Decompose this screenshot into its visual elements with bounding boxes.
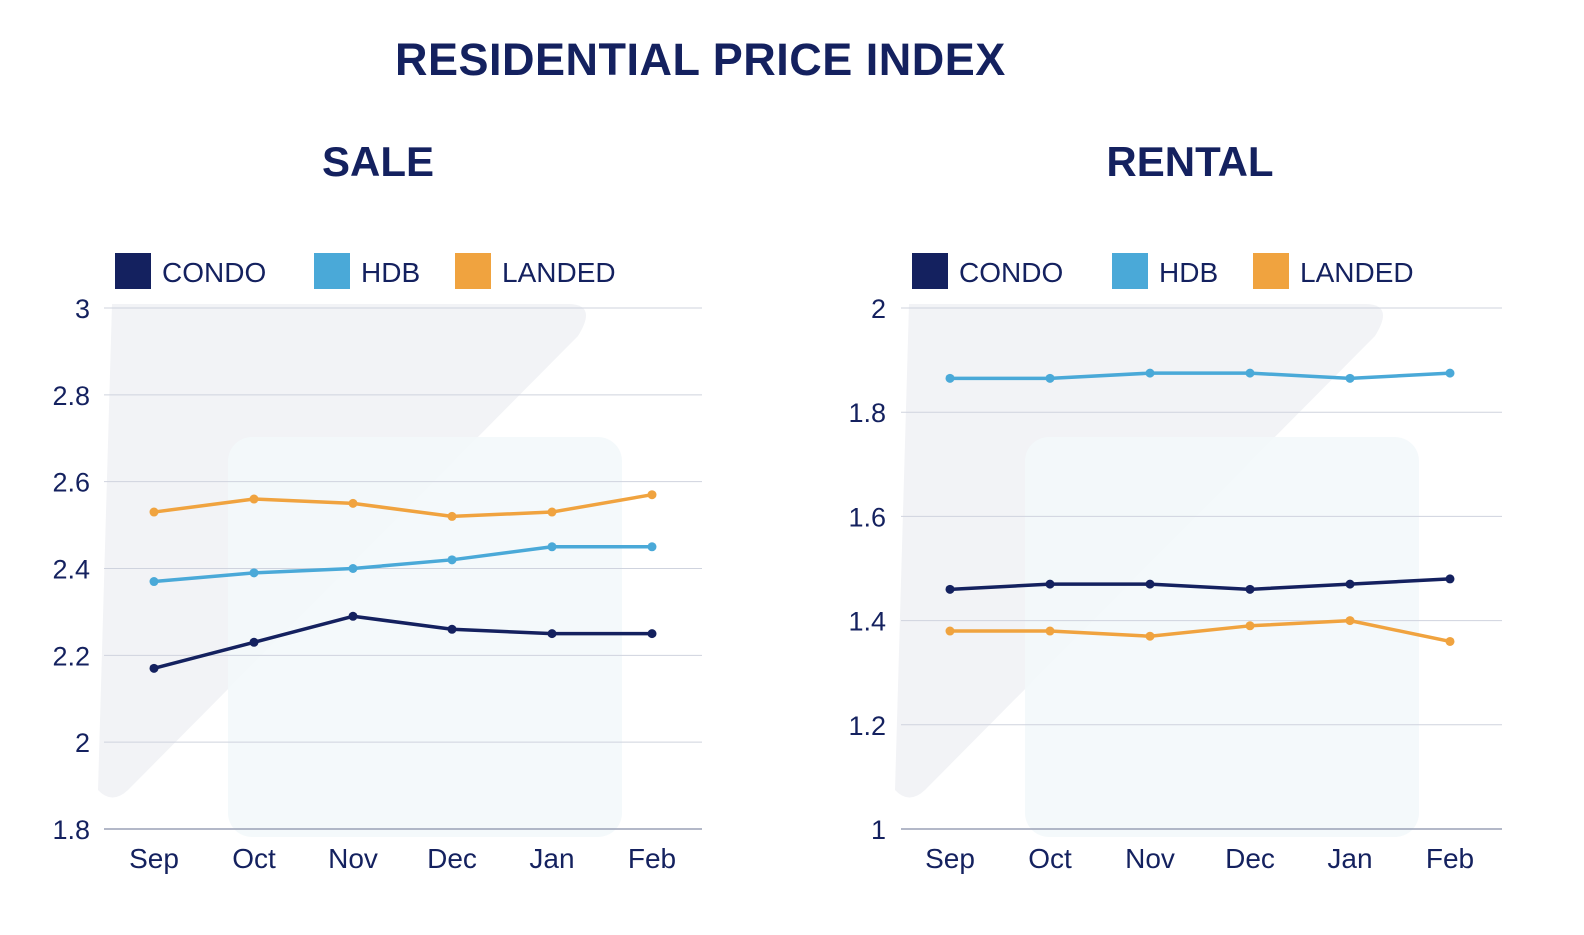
data-point-condo bbox=[1345, 579, 1355, 589]
x-tick-label: Oct bbox=[232, 843, 276, 874]
data-point-hdb bbox=[1345, 373, 1355, 383]
series-line-landed bbox=[152, 492, 654, 519]
legend-label-landed: LANDED bbox=[1300, 257, 1414, 288]
data-point-landed bbox=[1145, 631, 1155, 641]
y-tick-label: 2.4 bbox=[52, 555, 90, 585]
x-tick-label: Feb bbox=[1426, 843, 1474, 874]
data-point-condo bbox=[249, 637, 259, 647]
legend-swatch-landed bbox=[1253, 253, 1289, 289]
y-tick-label: 3 bbox=[75, 294, 90, 324]
legend-swatch-hdb bbox=[314, 253, 350, 289]
series-line-condo bbox=[152, 614, 654, 671]
data-point-condo bbox=[1245, 584, 1255, 594]
x-tick-label: Jan bbox=[529, 843, 574, 874]
legend-swatch-hdb bbox=[1112, 253, 1148, 289]
y-tick-label: 1.2 bbox=[848, 711, 886, 741]
legend-swatch-condo bbox=[115, 253, 151, 289]
legend-label-hdb: HDB bbox=[361, 257, 420, 288]
data-point-hdb bbox=[447, 555, 457, 565]
chart-title: SALE bbox=[322, 138, 434, 185]
data-point-hdb bbox=[1145, 368, 1155, 378]
x-tick-label: Sep bbox=[925, 843, 975, 874]
data-point-hdb bbox=[945, 373, 955, 383]
data-point-condo bbox=[447, 624, 457, 634]
chart-rental: RENTAL 1 1.2 1.4 1.6 1.8 2 Sep Oct Nov Dec Jan Feb CO… bbox=[848, 138, 1502, 874]
data-point-landed bbox=[1345, 616, 1355, 626]
data-point-hdb bbox=[1445, 368, 1455, 378]
data-point-landed bbox=[348, 498, 358, 508]
data-point-landed bbox=[1445, 636, 1455, 646]
data-point-condo bbox=[149, 663, 159, 673]
legend-label-landed: LANDED bbox=[502, 257, 616, 288]
series-line-condo bbox=[948, 577, 1452, 592]
x-tick-label: Dec bbox=[427, 843, 477, 874]
data-point-condo bbox=[647, 629, 657, 639]
x-tick-label: Jan bbox=[1327, 843, 1372, 874]
y-tick-label: 1.8 bbox=[848, 398, 886, 428]
data-point-landed bbox=[945, 626, 955, 636]
page-title: RESIDENTIAL PRICE INDEX bbox=[395, 34, 1006, 85]
data-point-landed bbox=[149, 507, 159, 517]
data-point-condo bbox=[1045, 579, 1055, 589]
data-point-hdb bbox=[547, 542, 557, 552]
data-point-landed bbox=[447, 511, 457, 521]
y-tick-label: 1.4 bbox=[848, 607, 886, 637]
x-tick-label: Nov bbox=[1125, 843, 1175, 874]
legend-swatch-landed bbox=[455, 253, 491, 289]
legend-label-condo: CONDO bbox=[959, 257, 1063, 288]
x-tick-label: Sep bbox=[129, 843, 179, 874]
data-point-landed bbox=[1045, 626, 1055, 636]
series-line-landed bbox=[948, 618, 1452, 644]
y-tick-label: 1.6 bbox=[848, 502, 886, 532]
legend-label-condo: CONDO bbox=[162, 257, 266, 288]
y-tick-label: 2 bbox=[75, 728, 90, 758]
x-tick-label: Nov bbox=[328, 843, 378, 874]
y-tick-label: 1 bbox=[871, 815, 886, 845]
y-tick-label: 2.2 bbox=[52, 641, 90, 671]
data-point-hdb bbox=[1245, 368, 1255, 378]
y-tick-label: 2.6 bbox=[52, 468, 90, 498]
watermark-panel bbox=[228, 437, 622, 837]
chart-title: RENTAL bbox=[1106, 138, 1273, 185]
x-tick-label: Oct bbox=[1028, 843, 1072, 874]
series-line-hdb bbox=[948, 371, 1452, 381]
data-point-condo bbox=[348, 611, 358, 621]
data-point-hdb bbox=[1045, 373, 1055, 383]
series-line-hdb bbox=[152, 545, 654, 584]
watermark-panel bbox=[1025, 437, 1419, 837]
data-point-hdb bbox=[249, 568, 259, 578]
data-point-hdb bbox=[647, 542, 657, 552]
data-point-hdb bbox=[348, 564, 358, 573]
chart-sale: SALE 1.8 2 2.2 2.4 2.6 2.8 3 Sep Oct Nov Dec Jan Feb C… bbox=[52, 138, 702, 874]
x-tick-label: Dec bbox=[1225, 843, 1275, 874]
data-point-condo bbox=[1445, 574, 1455, 584]
legend-swatch-condo bbox=[912, 253, 948, 289]
data-point-landed bbox=[1245, 621, 1255, 631]
data-point-landed bbox=[647, 490, 657, 500]
data-point-landed bbox=[249, 494, 259, 504]
data-point-condo bbox=[1145, 579, 1155, 589]
y-tick-label: 2.8 bbox=[52, 381, 90, 411]
x-tick-label: Feb bbox=[628, 843, 676, 874]
data-point-landed bbox=[547, 507, 557, 517]
data-point-condo bbox=[945, 584, 955, 594]
y-tick-label: 2 bbox=[871, 294, 886, 324]
data-point-hdb bbox=[149, 577, 159, 587]
y-tick-label: 1.8 bbox=[52, 815, 90, 845]
data-point-condo bbox=[547, 629, 557, 639]
legend-label-hdb: HDB bbox=[1159, 257, 1218, 288]
